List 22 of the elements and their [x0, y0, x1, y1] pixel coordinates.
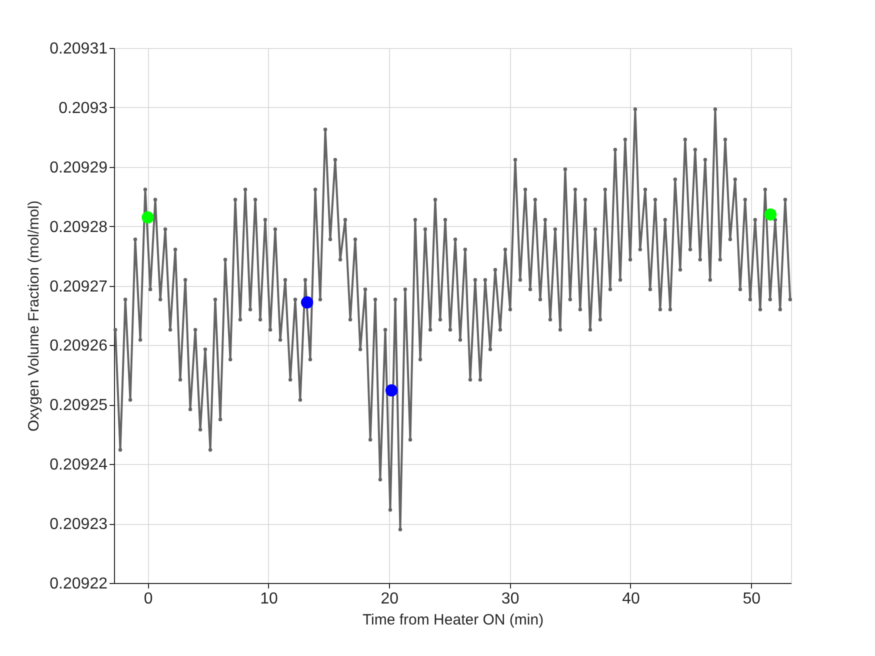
y-tick-label: 0.20926: [50, 338, 108, 355]
point: [300, 296, 314, 309]
x-tick-label: 30: [501, 590, 520, 608]
y-tick-label: 0.20925: [50, 397, 108, 414]
y-tick-label: 0.2093: [58, 100, 108, 117]
x-tick-label: 0: [144, 590, 153, 608]
y-axis-title: Oxygen Volume Fraction (mol/mol): [26, 200, 43, 432]
x-tick-label: 20: [380, 590, 399, 608]
point: [385, 384, 398, 397]
y-tick-label: 0.20924: [50, 456, 108, 474]
y-tick-label: 0.20931: [50, 40, 108, 58]
y-tick-label: 0.20923: [50, 516, 108, 534]
y-tick-label: 0.20922: [50, 576, 108, 592]
x-tick-label: 10: [260, 590, 278, 608]
point: [142, 211, 154, 224]
x-axis-title: Time from Heater ON (min): [362, 612, 544, 628]
y-tick-label: 0.20929: [50, 159, 108, 176]
y-tick-label: 0.20928: [50, 218, 108, 236]
point: [764, 208, 777, 221]
y-tick-label: 0.20927: [50, 278, 108, 296]
x-tick-label: 50: [742, 590, 761, 608]
x-tick-label: 40: [622, 590, 640, 608]
